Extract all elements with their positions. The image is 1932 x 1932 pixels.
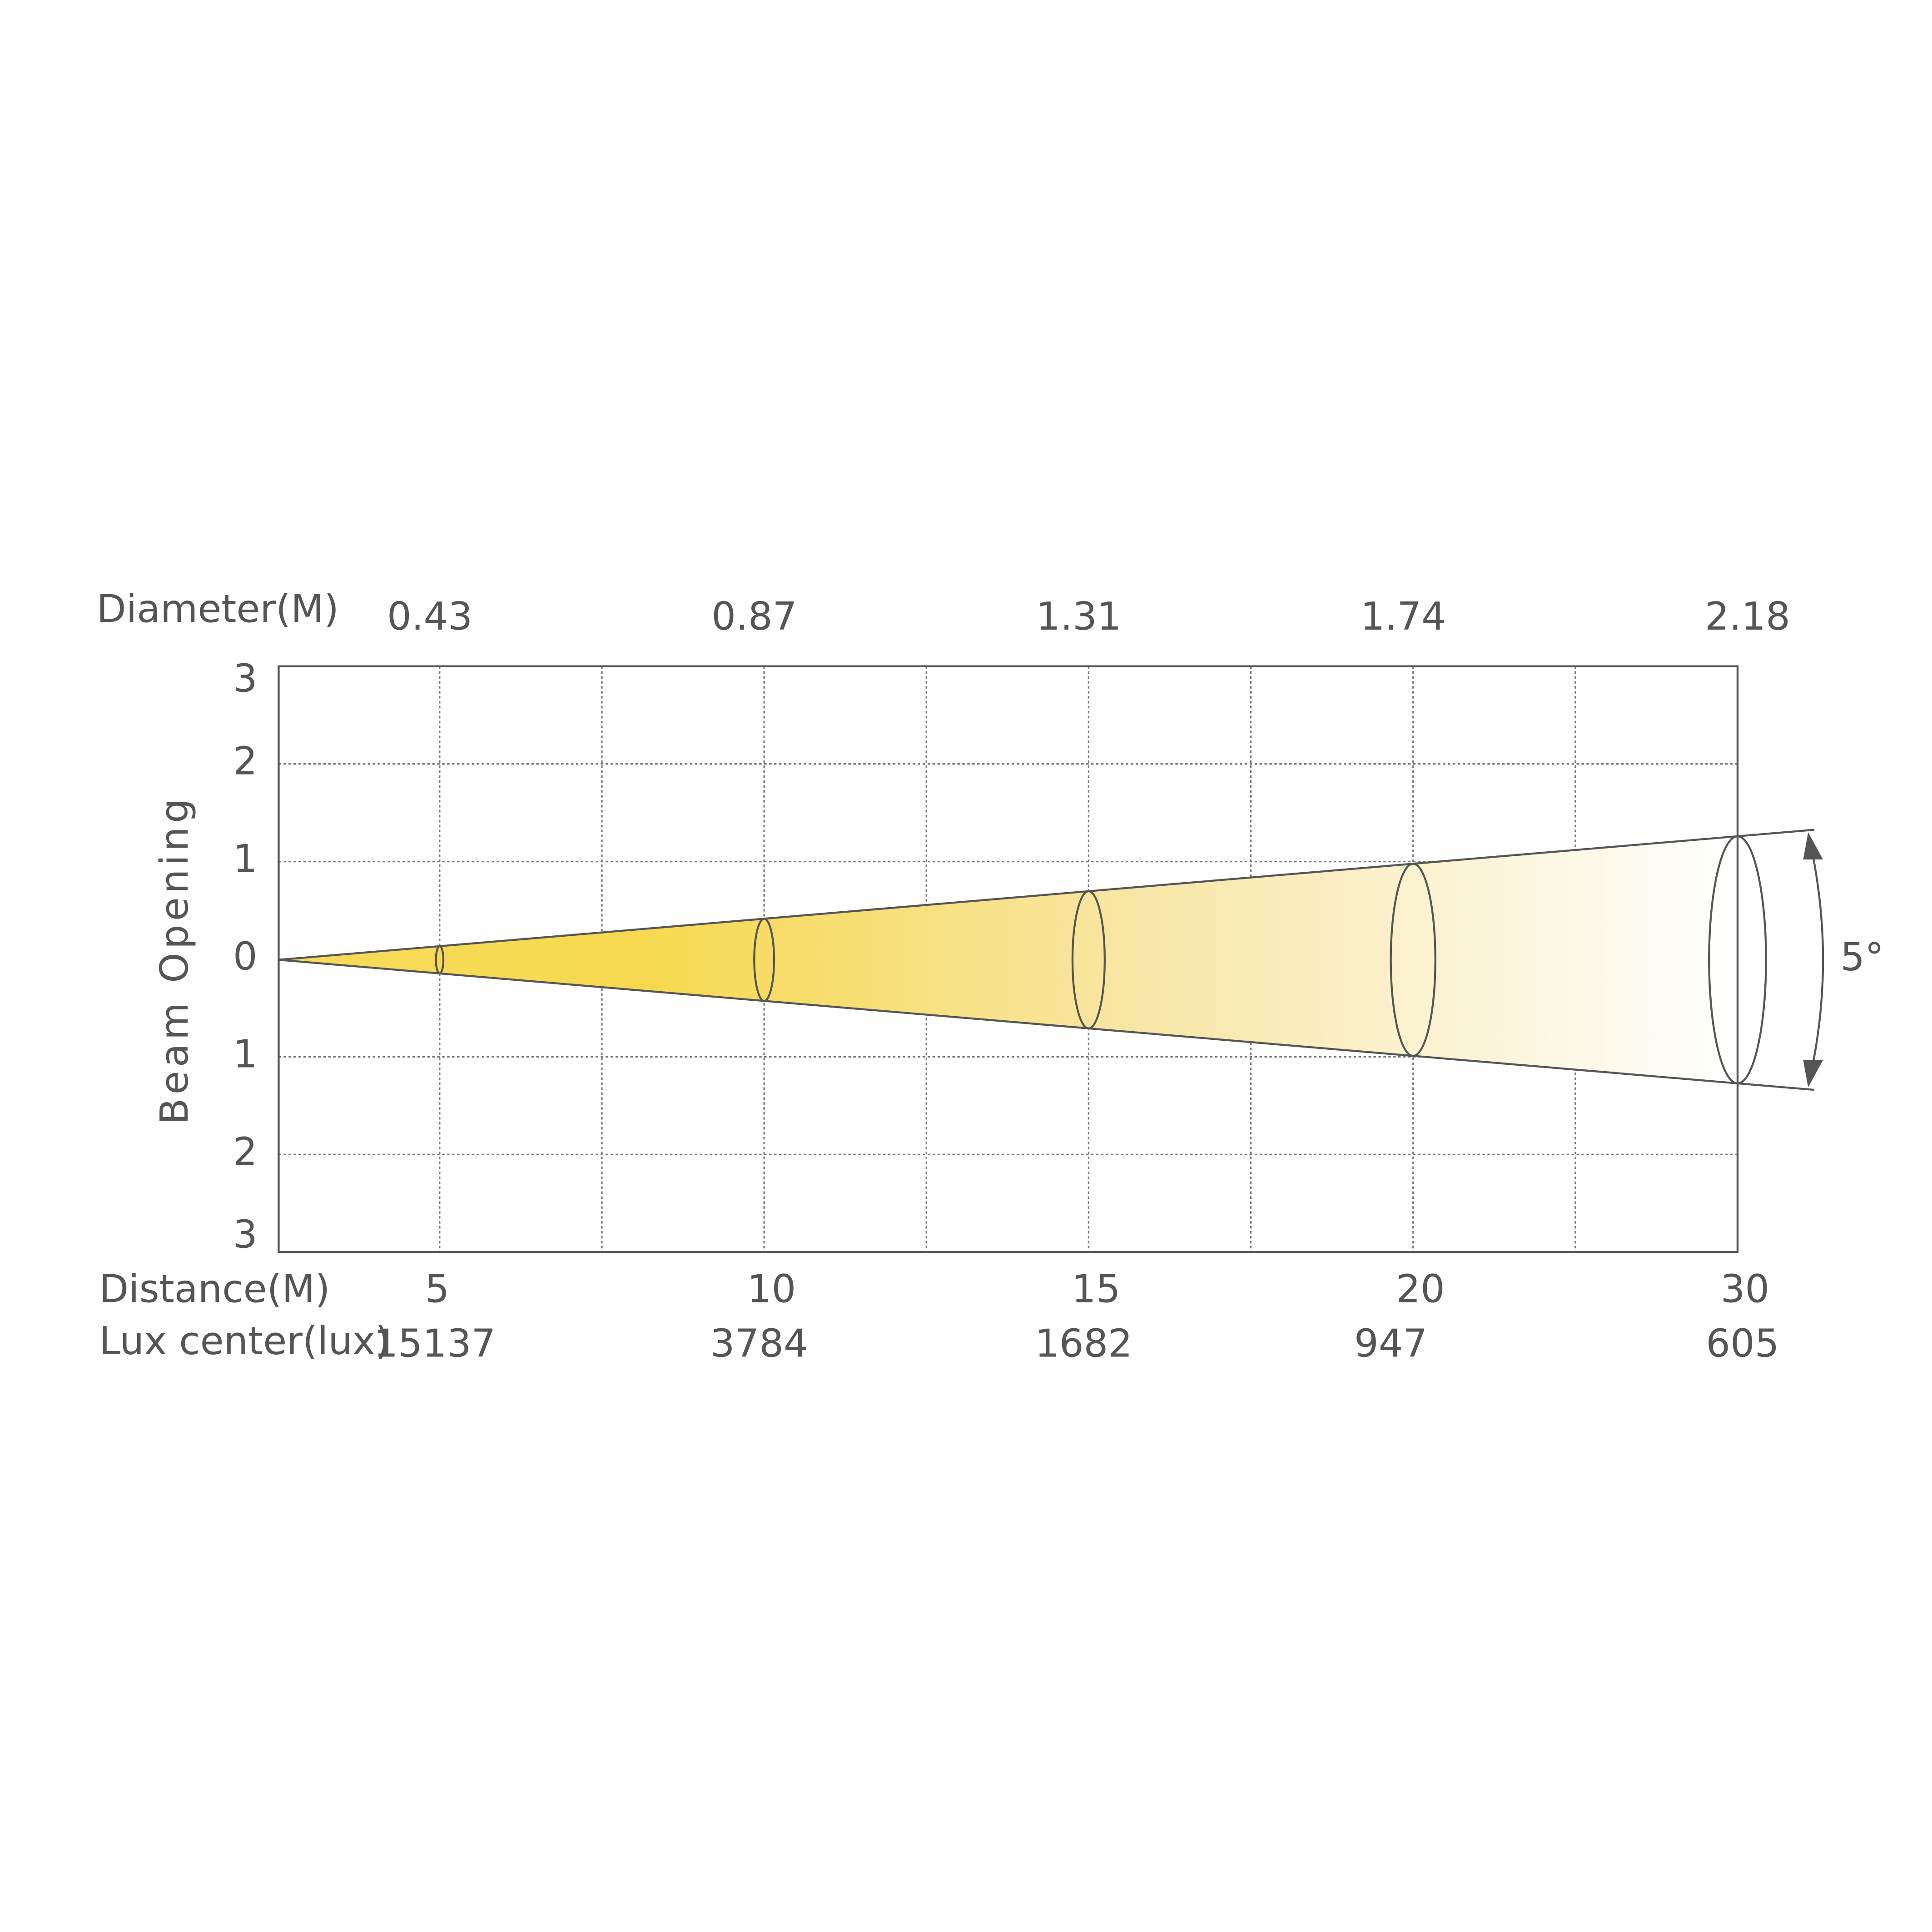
beam-fill: [278, 836, 1738, 1084]
diameter-value: 0.43: [387, 594, 472, 639]
y-tick-label: 2: [233, 739, 258, 784]
beam-edge: [278, 959, 1815, 1091]
diameter-value: 2.18: [1705, 594, 1790, 639]
distance-label: Distance(M): [99, 1266, 330, 1311]
distance-value: 15: [1072, 1266, 1121, 1311]
beam-section: [753, 918, 775, 1002]
diameter-value: 0.87: [711, 594, 797, 639]
y-axis-label: Beam Opening: [152, 795, 197, 1124]
y-tick-label: 3: [233, 1212, 258, 1257]
distance-value: 30: [1721, 1266, 1770, 1311]
beam-section: [1390, 863, 1436, 1057]
y-tick-label: 1: [233, 837, 258, 881]
lux-value: 947: [1354, 1321, 1427, 1366]
lux-value: 605: [1706, 1321, 1779, 1366]
distance-value: 10: [747, 1266, 796, 1311]
y-tick-label: 0: [233, 934, 258, 978]
lux-label: Lux center(lux): [99, 1319, 390, 1363]
distance-value: 5: [425, 1266, 449, 1311]
y-tick-label: 3: [233, 656, 258, 700]
y-tick-label: 1: [233, 1032, 258, 1076]
beam-section: [1071, 890, 1106, 1030]
lux-value: 3784: [710, 1321, 808, 1366]
beam-edge: [278, 829, 1815, 961]
diameter-value: 1.74: [1361, 594, 1446, 639]
angle-arc: [1809, 844, 1824, 1075]
arrow-head: [1803, 1060, 1823, 1088]
diameter-label: Diameter(M): [97, 587, 339, 631]
beam-angle: 5°: [1840, 935, 1884, 979]
lux-value: 1682: [1035, 1321, 1132, 1366]
diameter-value: 1.31: [1036, 594, 1122, 639]
lux-value: 15137: [374, 1321, 496, 1366]
arrow-head: [1803, 832, 1823, 860]
y-tick-label: 2: [233, 1129, 258, 1174]
plot-frame: [278, 665, 1739, 1253]
distance-value: 20: [1396, 1266, 1445, 1311]
beam-section: [435, 945, 445, 975]
